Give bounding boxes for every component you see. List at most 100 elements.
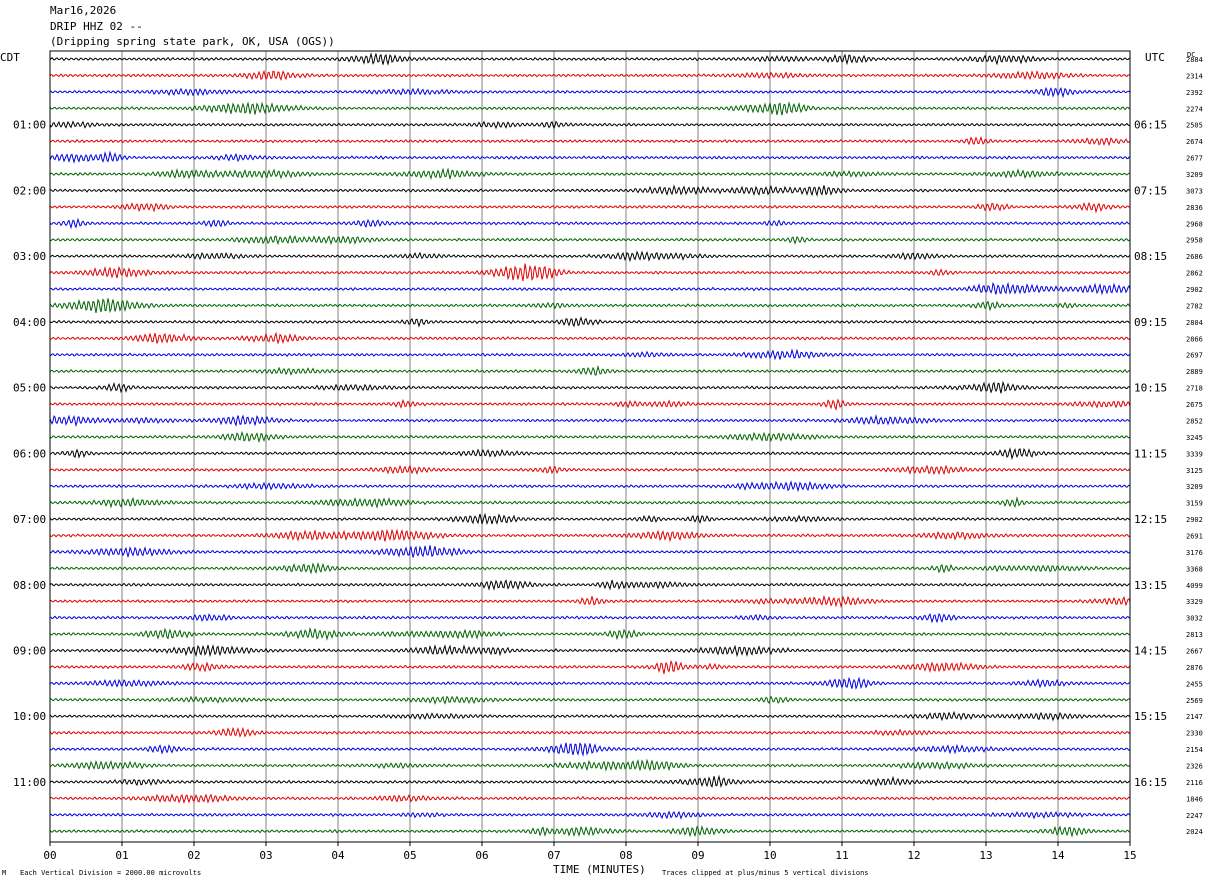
dc-offset-label: 2862 — [1186, 270, 1203, 278]
dc-offset-label: 2154 — [1186, 746, 1203, 754]
right-hour-label: 08:15 — [1134, 250, 1167, 263]
seismic-trace — [49, 86, 1131, 99]
dc-offset-label: 2804 — [1186, 319, 1203, 327]
seismic-trace — [49, 413, 1131, 428]
dc-offset-label: 4099 — [1186, 582, 1203, 590]
x-tick-label: 03 — [259, 849, 272, 862]
right-hour-label: 14:15 — [1134, 644, 1167, 657]
dc-offset-label: 2116 — [1186, 779, 1203, 787]
seismic-trace — [49, 217, 1131, 230]
dc-offset-label: 2505 — [1186, 122, 1203, 130]
dc-offset-label: 2677 — [1186, 155, 1203, 163]
seismic-trace — [49, 398, 1131, 411]
seismic-trace — [49, 480, 1131, 493]
left-hour-label: 07:00 — [13, 513, 46, 526]
left-timezone-label: CDT — [0, 51, 20, 64]
seismic-trace — [49, 824, 1131, 838]
seismic-trace — [49, 364, 1131, 376]
dc-offset-label: 2455 — [1186, 680, 1203, 688]
dc-offset-label: 3032 — [1186, 615, 1203, 623]
dc-offset-label: 2147 — [1186, 713, 1203, 721]
x-tick-label: 15 — [1123, 849, 1136, 862]
seismic-trace — [49, 758, 1131, 772]
left-hour-label: 08:00 — [13, 579, 46, 592]
x-tick-label: 06 — [475, 849, 488, 862]
seismic-trace — [49, 545, 1131, 559]
x-tick-label: 09 — [691, 849, 704, 862]
dc-offset-label: 2836 — [1186, 204, 1203, 212]
left-hour-label: 06:00 — [13, 447, 46, 460]
right-hour-label: 11:15 — [1134, 447, 1167, 460]
dc-offset-label: 3329 — [1186, 598, 1203, 606]
dc-offset-label: 2968 — [1186, 220, 1203, 228]
seismic-trace — [49, 793, 1131, 804]
seismic-trace — [49, 496, 1131, 509]
seismic-trace — [49, 810, 1131, 820]
seismic-trace — [49, 348, 1131, 361]
seismic-trace — [49, 710, 1131, 722]
dc-offset-label: 3368 — [1186, 565, 1203, 573]
seismic-trace — [49, 676, 1131, 690]
x-tick-label: 14 — [1051, 849, 1065, 862]
seismic-trace — [49, 594, 1131, 609]
left-hour-label: 04:00 — [13, 316, 46, 329]
dc-offset-label: 2675 — [1186, 401, 1203, 409]
dc-offset-label: 3159 — [1186, 500, 1203, 508]
seismic-trace — [49, 742, 1131, 757]
left-hour-label: 05:00 — [13, 382, 46, 395]
dc-offset-label: 2889 — [1186, 368, 1203, 376]
dc-offset-label: 2697 — [1186, 352, 1203, 360]
dc-offset-label: 3245 — [1186, 434, 1203, 442]
dc-offset-label: 2314 — [1186, 72, 1203, 80]
corner-mark: M — [2, 869, 6, 877]
seismic-trace — [49, 316, 1131, 328]
seismic-trace — [49, 69, 1131, 81]
right-timezone-label: UTC — [1145, 51, 1165, 64]
right-hour-label: 13:15 — [1134, 579, 1167, 592]
dc-offset-label: 2392 — [1186, 89, 1203, 97]
seismic-trace — [49, 120, 1131, 130]
x-tick-labels: 00 01 02 03 04 05 06 07 08 09 10 11 12 13 14 15 — [43, 842, 1137, 862]
dc-offset-label: 2902 — [1186, 516, 1203, 524]
dc-offset-label: 2691 — [1186, 532, 1203, 540]
right-hour-label: 15:15 — [1134, 710, 1167, 723]
x-tick-label: 10 — [763, 849, 776, 862]
x-tick-label: 02 — [187, 849, 200, 862]
plot-frame — [49, 50, 1131, 843]
seismic-trace — [49, 464, 1131, 476]
seismic-trace — [49, 726, 1131, 738]
dc-offset-label: 2866 — [1186, 335, 1203, 343]
dc-offset-label: 2852 — [1186, 417, 1203, 425]
right-hour-label: 06:15 — [1134, 119, 1167, 132]
seismic-trace — [49, 250, 1131, 263]
left-hour-label: 09:00 — [13, 644, 46, 657]
dc-offset-label: 2686 — [1186, 253, 1203, 261]
seismic-trace — [49, 201, 1131, 214]
x-tick-label: 08 — [619, 849, 632, 862]
seismic-trace — [49, 263, 1131, 282]
dc-offset-label: 2024 — [1186, 828, 1203, 836]
seismic-trace — [49, 626, 1131, 641]
seismic-trace — [49, 659, 1131, 674]
dc-offset-label: 2718 — [1186, 385, 1203, 393]
seismic-trace — [49, 430, 1131, 444]
seismic-trace — [49, 774, 1131, 788]
seismic-trace — [49, 331, 1131, 345]
seismic-trace — [49, 380, 1131, 394]
x-tick-label: 11 — [835, 849, 848, 862]
header-location: (Dripping spring state park, OK, USA (OG… — [50, 35, 335, 48]
trace-group — [49, 52, 1131, 838]
seismic-trace — [49, 579, 1131, 591]
left-hour-label: 03:00 — [13, 250, 46, 263]
dc-offset-label: 2813 — [1186, 631, 1203, 639]
x-tick-label: 05 — [403, 849, 416, 862]
seismic-trace — [49, 150, 1131, 164]
left-hour-label: 02:00 — [13, 184, 46, 197]
x-tick-label: 04 — [331, 849, 345, 862]
seismic-trace — [49, 447, 1131, 461]
dc-label: DC — [1187, 51, 1195, 59]
right-hour-labels: 06:15 07:15 08:15 09:15 10:15 11:15 12:15 13:15… — [1134, 119, 1167, 789]
left-hour-label: 10:00 — [13, 710, 46, 723]
dc-offset-label: 2674 — [1186, 138, 1203, 146]
dc-offset-label: 2326 — [1186, 762, 1203, 770]
